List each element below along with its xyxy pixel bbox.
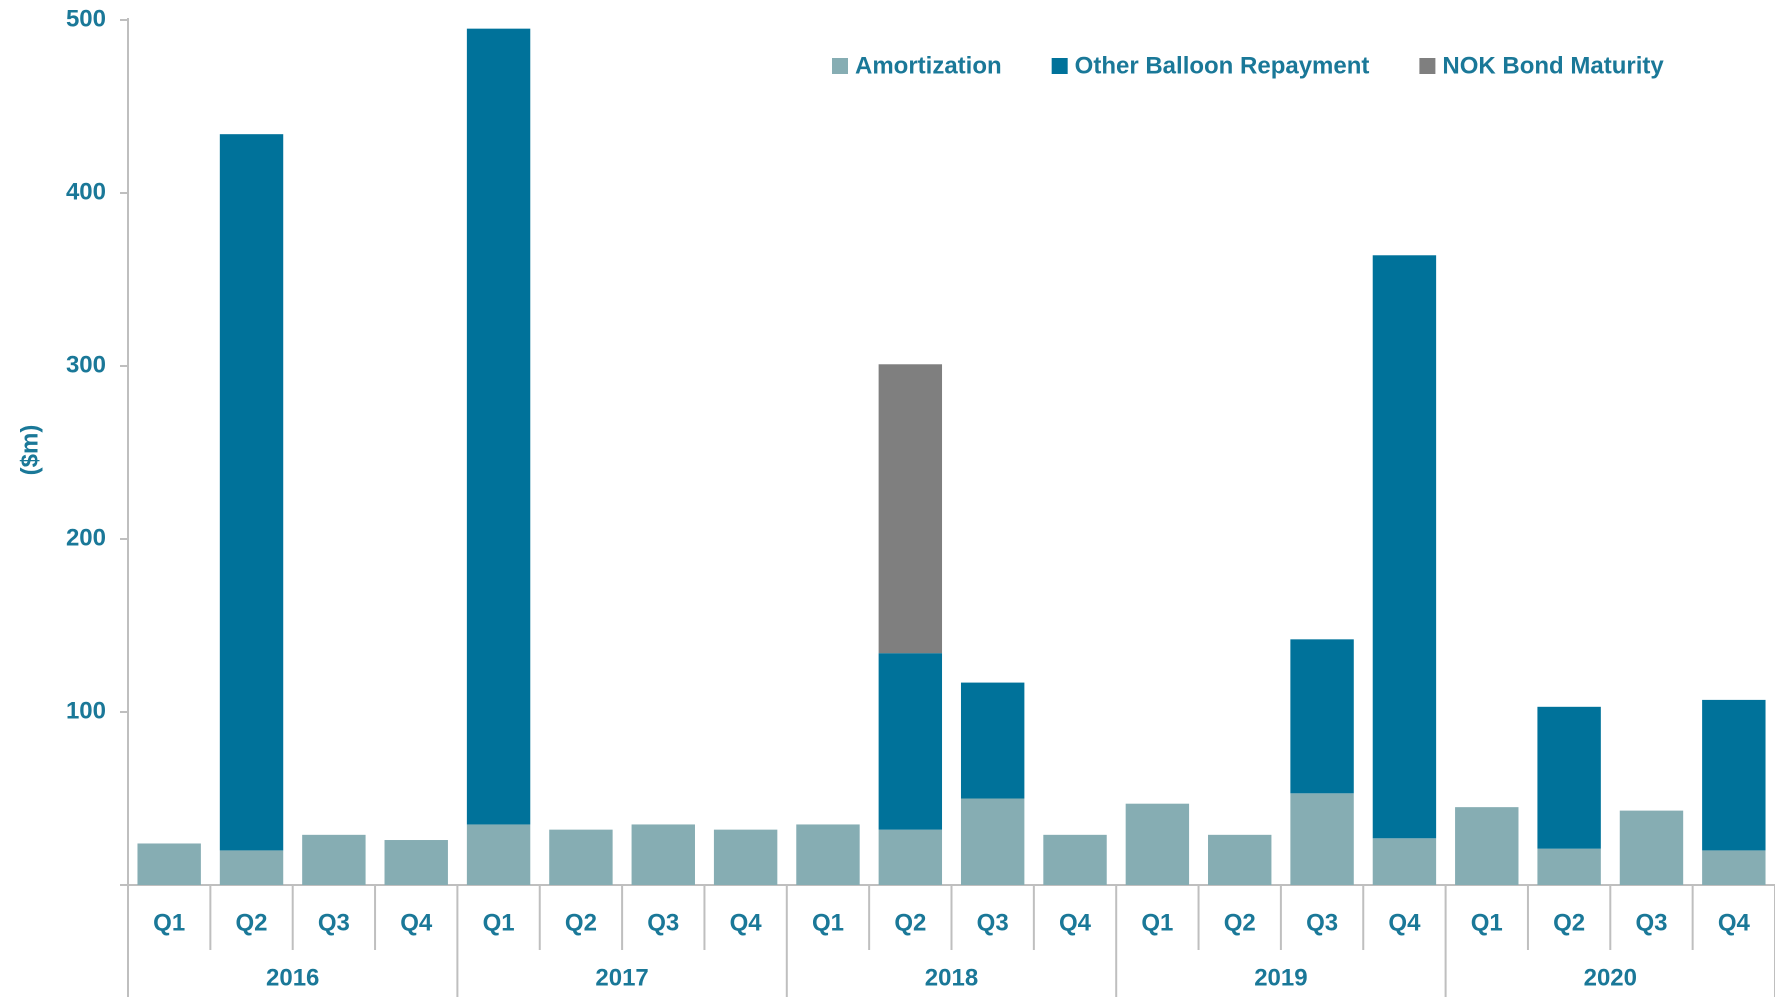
bar-segment [1125, 803, 1190, 885]
x-tick-label: Q3 [647, 909, 679, 936]
bar-segment [1043, 834, 1107, 885]
bar-segment [1537, 848, 1601, 885]
bar-segment [1290, 639, 1354, 794]
bar-segment [1619, 810, 1684, 885]
y-tick-label: 400 [66, 178, 106, 205]
bar-segment [384, 840, 448, 885]
y-tick-label: 200 [66, 524, 106, 551]
x-tick-label: Q4 [1718, 909, 1751, 936]
bar-segment [878, 653, 943, 830]
bar-segment [960, 798, 1025, 885]
bar-segment [466, 824, 531, 885]
legend-label: Amortization [855, 52, 1002, 79]
bar-segment [960, 682, 1025, 799]
group-label: 2018 [925, 964, 978, 991]
bar-segment [1537, 706, 1601, 849]
legend-label: NOK Bond Maturity [1442, 52, 1664, 79]
bar-segment [219, 134, 284, 851]
x-tick-label: Q1 [1471, 909, 1503, 936]
legend-swatch [1051, 58, 1068, 74]
x-tick-label: Q1 [483, 909, 515, 936]
bar-segment [302, 834, 366, 885]
bar-segment [1208, 834, 1272, 885]
bar-segment [878, 829, 943, 885]
x-tick-label: Q3 [318, 909, 350, 936]
bar-segment [466, 28, 531, 825]
bar-segment [878, 364, 943, 654]
legend-swatch [1419, 58, 1436, 74]
x-tick-label: Q2 [236, 909, 268, 936]
bar-segment [631, 824, 695, 885]
x-tick-label: Q3 [1306, 909, 1338, 936]
x-tick-label: Q3 [977, 909, 1009, 936]
legend-label: Other Balloon Repayment [1075, 52, 1370, 79]
y-tick-label: 500 [66, 5, 106, 32]
y-tick-label: 100 [66, 697, 106, 724]
x-tick-label: Q4 [1059, 909, 1092, 936]
x-tick-label: Q3 [1635, 909, 1667, 936]
y-tick-label: 300 [66, 351, 106, 378]
x-tick-label: Q4 [400, 909, 433, 936]
bar-segment [137, 843, 201, 885]
bar-segment [1372, 838, 1437, 885]
x-tick-label: Q1 [1141, 909, 1173, 936]
bar-segment [1702, 699, 1766, 851]
bar-segment [1372, 255, 1437, 839]
x-tick-label: Q2 [1553, 909, 1585, 936]
x-tick-label: Q2 [1224, 909, 1256, 936]
x-tick-label: Q4 [1388, 909, 1421, 936]
x-tick-label: Q2 [565, 909, 597, 936]
bar-segment [1455, 807, 1519, 885]
x-tick-label: Q1 [812, 909, 844, 936]
group-label: 2019 [1254, 964, 1307, 991]
legend-swatch [832, 58, 848, 74]
x-tick-label: Q2 [894, 909, 926, 936]
bar-segment [713, 829, 778, 885]
bar-segment [796, 824, 860, 885]
group-label: 2016 [266, 964, 319, 991]
group-label: 2020 [1584, 964, 1637, 991]
group-label: 2017 [595, 964, 648, 991]
y-axis-label: ($m) [16, 425, 43, 476]
x-tick-label: Q4 [730, 909, 763, 936]
x-tick-label: Q1 [153, 909, 185, 936]
bar-segment [1290, 793, 1354, 885]
bar-segment [549, 829, 613, 885]
bar-segment [1702, 850, 1766, 885]
bar-segment [219, 850, 284, 885]
